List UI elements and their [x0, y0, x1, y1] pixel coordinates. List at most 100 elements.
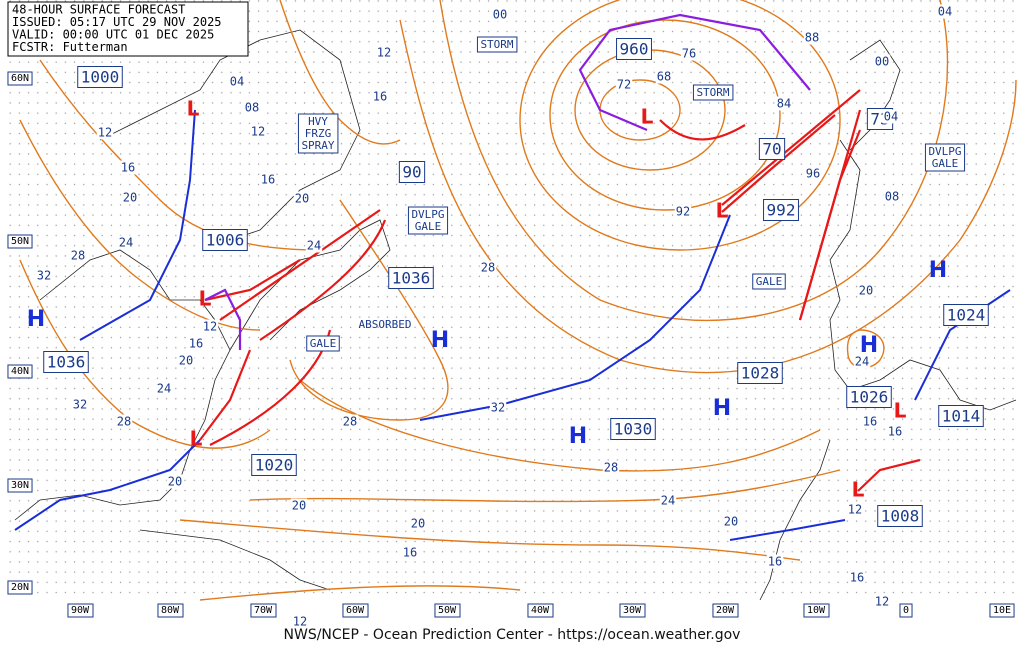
- isobar-label: 92: [676, 205, 690, 219]
- isobar-label: 28: [604, 461, 618, 475]
- warning-text: GALE: [756, 275, 783, 288]
- isobar-label-bg: [401, 545, 419, 560]
- isobar-label-bg: [883, 189, 901, 204]
- pressure-label: 1026: [850, 388, 889, 407]
- pressure-label-box: [43, 351, 89, 373]
- isobar-label-bg: [615, 77, 633, 92]
- lat-label: 20N: [11, 582, 29, 593]
- isobar-label-bg: [489, 400, 507, 415]
- isobar-label: 12: [293, 615, 307, 629]
- lon-label: 10E: [993, 605, 1011, 616]
- lon-label-box: [712, 603, 739, 618]
- isobar-label-bg: [846, 502, 864, 517]
- isobar-label: 76: [682, 47, 696, 61]
- isobar-label: 20: [411, 517, 425, 531]
- warning-text: GALE: [932, 157, 959, 170]
- isobar-label-bg: [775, 96, 793, 111]
- low-center: L: [894, 399, 907, 423]
- lon-label-box: [803, 603, 830, 618]
- isobar-label: 24: [855, 355, 869, 369]
- warning-box: [297, 113, 339, 154]
- isobar-label: 16: [863, 415, 877, 429]
- isobar-label: 20: [292, 499, 306, 513]
- lon-label: 30W: [623, 605, 642, 616]
- lon-label: 80W: [161, 605, 180, 616]
- isobar-label: 32: [37, 269, 51, 283]
- header-line: ISSUED: 05:17 UTC 29 NOV 2025: [12, 15, 222, 29]
- lon-label-box: [67, 603, 94, 618]
- isobar-label-bg: [155, 381, 173, 396]
- isobar-label-bg: [659, 493, 677, 508]
- isobar-label-bg: [766, 554, 784, 569]
- isobar-label: 04: [230, 75, 244, 89]
- pressure-label-box: [251, 454, 297, 476]
- isobar-label: 04: [884, 110, 898, 124]
- isobar-label-bg: [166, 474, 184, 489]
- isobar-label: 08: [885, 190, 899, 204]
- pressure-label-box: [758, 138, 786, 160]
- warning-text: DVLPG: [411, 208, 444, 221]
- pressure-label: 992: [767, 201, 796, 220]
- pressure-label-box: [943, 304, 989, 326]
- pressure-label-box: [388, 267, 434, 289]
- isobar-label-bg: [71, 397, 89, 412]
- pressure-label: 1006: [206, 231, 245, 250]
- lon-label-box: [899, 603, 913, 618]
- pressure-label: 1014: [942, 407, 981, 426]
- isobar-label-bg: [259, 172, 277, 187]
- isobar-label: 16: [403, 546, 417, 560]
- isobar-label: 20: [168, 475, 182, 489]
- lon-label: 20W: [716, 605, 735, 616]
- isobar-label: 72: [617, 78, 631, 92]
- warning-text: STORM: [480, 38, 513, 51]
- isobar-label-bg: [35, 268, 53, 283]
- isobar-label: 88: [805, 31, 819, 45]
- isobar-label-bg: [873, 54, 891, 69]
- isobar-label: 00: [875, 55, 889, 69]
- isobar-label-bg: [853, 354, 871, 369]
- warning-text: STORM: [696, 86, 729, 99]
- high-center: H: [929, 258, 947, 283]
- pressure-label-box: [202, 229, 248, 251]
- isobar-label: 08: [245, 101, 259, 115]
- isobar-label-bg: [177, 353, 195, 368]
- warning-box: [752, 273, 786, 290]
- lon-label-box: [434, 603, 461, 618]
- lon-label: 90W: [71, 605, 90, 616]
- lat-label: 30N: [11, 480, 29, 491]
- isobar-label: 28: [343, 415, 357, 429]
- isobar-label-bg: [479, 260, 497, 275]
- isobar-label-bg: [857, 283, 875, 298]
- isobar-label: 68: [657, 70, 671, 84]
- isobar-label: 04: [938, 5, 952, 19]
- pressure-label: 1000: [81, 68, 120, 87]
- lat-label: 50N: [11, 236, 29, 247]
- isobar-label: 24: [119, 236, 133, 250]
- isobar-label-bg: [305, 238, 323, 253]
- isobar-label: 16: [373, 90, 387, 104]
- pressure-label: 1036: [392, 269, 431, 288]
- high-center: H: [860, 333, 878, 358]
- isobar-label: 12: [377, 46, 391, 60]
- isobar-label-bg: [293, 191, 311, 206]
- pressure-label-box: [938, 405, 984, 427]
- pressure-label: 1028: [741, 364, 780, 383]
- isobar-label-bg: [655, 69, 673, 84]
- isobar-label-bg: [722, 514, 740, 529]
- isobar-label: 28: [481, 261, 495, 275]
- isobar-label: 16: [189, 337, 203, 351]
- lon-label-box: [619, 603, 646, 618]
- lat-label-box: [7, 364, 33, 379]
- isobar-label: 16: [888, 425, 902, 439]
- lon-label: 10W: [807, 605, 826, 616]
- isobar-label: 12: [875, 595, 889, 609]
- isobar-label-bg: [291, 614, 309, 629]
- isobar-label: 28: [71, 249, 85, 263]
- isobar-label-bg: [375, 45, 393, 60]
- warning-box: [476, 36, 518, 53]
- high-center: H: [431, 328, 449, 353]
- low-center: L: [852, 478, 865, 502]
- warning-box: [407, 206, 449, 235]
- isobar-label: 16: [768, 555, 782, 569]
